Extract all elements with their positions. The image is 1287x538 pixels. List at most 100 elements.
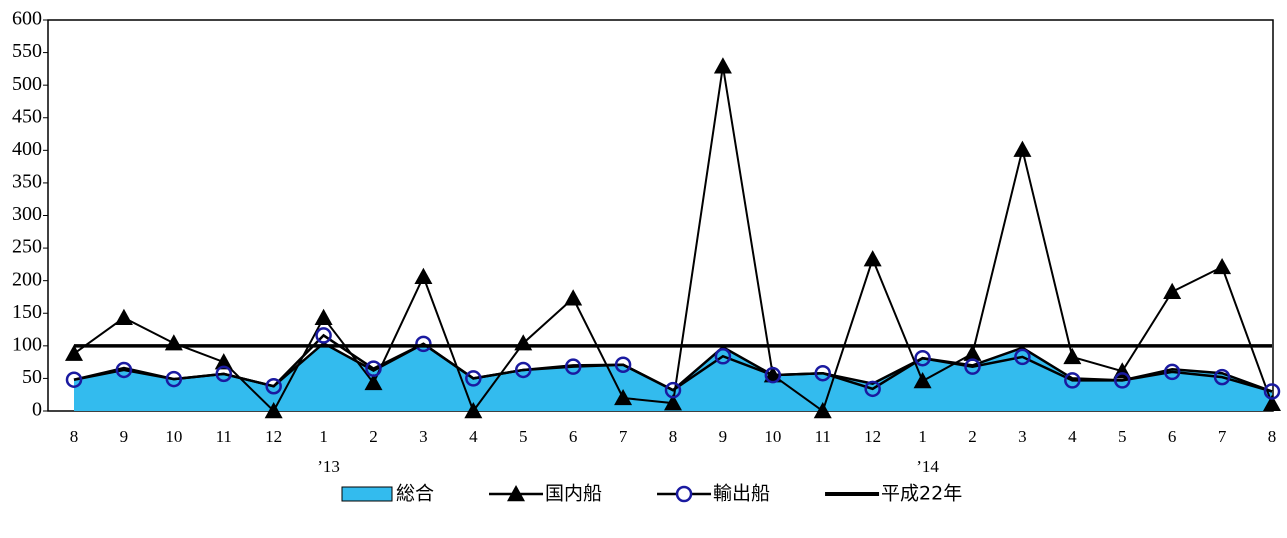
x-tick-label: 8	[669, 427, 678, 446]
x-tick-label: 9	[719, 427, 728, 446]
marker	[265, 377, 282, 395]
legend-item: 国内船	[489, 483, 602, 505]
marker	[914, 349, 931, 367]
marker	[813, 402, 832, 419]
series-line	[73, 333, 1273, 393]
x-tick-label: 11	[815, 427, 831, 446]
x-tick-label: 4	[469, 427, 478, 446]
marker	[465, 370, 482, 387]
x-tick-label: 1	[918, 427, 927, 446]
y-tick-label: 200	[12, 268, 42, 290]
y-tick-label: 550	[12, 40, 42, 62]
y-tick-label: 450	[12, 105, 42, 127]
marker	[814, 364, 831, 382]
y-tick-label: 50	[22, 366, 42, 388]
marker	[1263, 394, 1281, 412]
marker	[115, 361, 133, 379]
marker	[114, 308, 133, 326]
marker	[564, 289, 583, 306]
marker	[864, 380, 881, 398]
marker	[364, 373, 383, 391]
x-tick-label: 3	[1018, 427, 1027, 446]
x-tick-label: 8	[70, 427, 79, 446]
y-tick-label: 150	[12, 301, 42, 323]
x-tick-label: 1	[319, 427, 328, 446]
legend-label: 平成22年	[881, 483, 962, 505]
marker	[365, 360, 382, 377]
x-tick-label: 6	[1168, 427, 1177, 446]
series-line	[73, 66, 1273, 414]
marker	[65, 371, 83, 388]
legend-item: 総合	[341, 483, 434, 505]
marker	[713, 57, 732, 74]
marker	[264, 402, 283, 419]
marker	[1213, 257, 1232, 275]
x-tick-label: 9	[120, 427, 129, 446]
y-tick-label: 250	[12, 236, 42, 258]
y-tick-label: 300	[12, 203, 42, 225]
marker	[664, 381, 682, 399]
y-tick-label: 350	[12, 171, 42, 193]
marker	[564, 358, 582, 375]
marker	[964, 358, 981, 375]
marker	[415, 335, 432, 353]
marker	[863, 250, 882, 267]
y-tick-label: 100	[12, 333, 42, 355]
x-tick-label: 12	[265, 427, 282, 446]
marker	[1263, 383, 1281, 400]
legend-label: 輸出船	[713, 483, 770, 505]
marker	[1014, 348, 1031, 366]
marker	[164, 334, 183, 351]
x-tick-label: 2	[369, 427, 378, 446]
x-tick-label: 3	[419, 427, 428, 446]
marker	[65, 344, 83, 361]
marker	[764, 366, 782, 384]
marker	[614, 388, 633, 406]
legend-marker	[507, 485, 526, 502]
x-tick-label: 5	[1118, 427, 1127, 446]
x-tick-label: 4	[1068, 427, 1077, 446]
legend-label: 総合	[396, 483, 434, 505]
x-tick-label: 5	[519, 427, 528, 446]
plot-area	[47, 19, 1274, 412]
marker	[714, 348, 732, 365]
x-tick-label: 12	[864, 427, 881, 446]
year-label: ’13	[317, 457, 340, 476]
x-tick-label: 7	[619, 427, 628, 446]
marker	[913, 372, 932, 389]
marker	[1163, 282, 1182, 299]
marker	[1013, 140, 1032, 157]
legend-label: 国内船	[545, 483, 602, 505]
y-tick-label: 600	[12, 8, 42, 30]
area	[74, 343, 1272, 411]
marker	[1114, 372, 1131, 389]
marker	[963, 344, 982, 361]
marker	[1064, 372, 1081, 389]
marker	[314, 308, 333, 326]
x-tick-label: 8	[1268, 427, 1277, 446]
marker	[315, 327, 332, 344]
y-tick-label: 0	[32, 399, 42, 421]
legend-item: 輸出船	[657, 483, 770, 505]
y-tick-label: 400	[12, 138, 42, 160]
x-tick-label: 2	[968, 427, 977, 446]
marker	[464, 402, 483, 419]
x-tick-label: 6	[569, 427, 578, 446]
legend-marker	[675, 485, 693, 503]
legend-item: 平成22年	[825, 483, 962, 505]
x-tick-label: 7	[1218, 427, 1227, 446]
marker	[664, 394, 682, 411]
marker	[1063, 347, 1082, 365]
year-label: ’14	[916, 457, 939, 476]
marker	[165, 370, 183, 388]
marker	[614, 356, 632, 373]
y-tick-label: 500	[12, 73, 42, 95]
marker	[1163, 363, 1181, 381]
legend-swatch	[341, 486, 393, 502]
x-tick-label: 11	[216, 427, 232, 446]
marker	[215, 365, 232, 383]
marker	[414, 267, 433, 284]
marker	[515, 361, 532, 379]
x-tick-label: 10	[764, 427, 781, 446]
